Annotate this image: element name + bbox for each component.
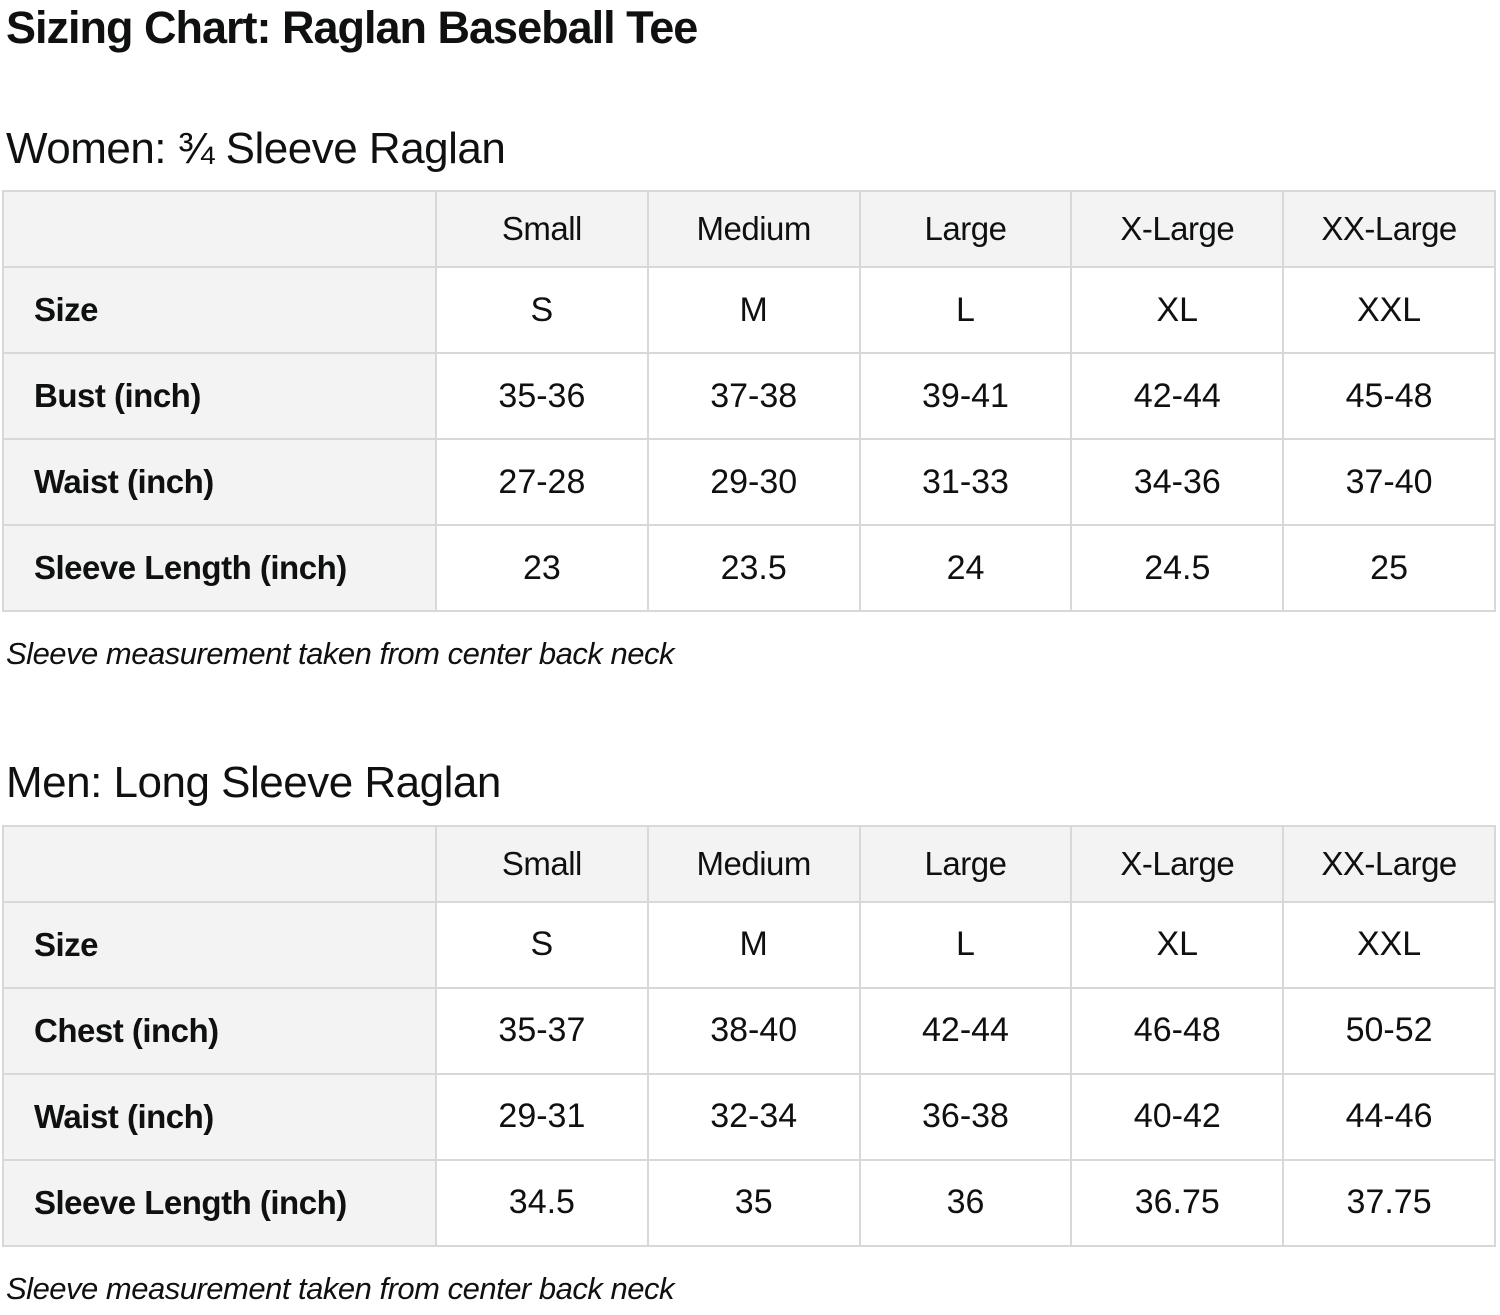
table-cell: 29-30 <box>646 438 861 527</box>
table-row: Waist (inch) 27-28 29-30 31-33 34-36 37-40 <box>2 438 1496 527</box>
table-cell: 40-42 <box>1070 1072 1285 1161</box>
row-label: Waist (inch) <box>2 1072 437 1161</box>
corner-cell <box>2 824 437 903</box>
table-cell: 42-44 <box>1070 352 1285 441</box>
table-cell: M <box>646 900 861 989</box>
table-cell: 34.5 <box>435 1158 649 1247</box>
table-cell: 29-31 <box>435 1072 649 1161</box>
column-header: Small <box>435 190 649 269</box>
table-cell: 36-38 <box>858 1072 1073 1161</box>
table-cell: 24 <box>858 524 1073 613</box>
table-cell: 37-38 <box>646 352 861 441</box>
row-label: Bust (inch) <box>2 352 437 441</box>
table-cell: 46-48 <box>1070 986 1285 1075</box>
row-label: Sleeve Length (inch) <box>2 524 437 613</box>
header-row: Small Medium Large X-Large XX-Large <box>2 824 1496 903</box>
row-label: Chest (inch) <box>2 986 437 1075</box>
table-cell: 44-46 <box>1282 1072 1496 1161</box>
table-row: Chest (inch) 35-37 38-40 42-44 46-48 50-52 <box>2 986 1496 1075</box>
women-sizing-table: Small Medium Large X-Large XX-Large Size S M L XL… <box>2 190 1496 613</box>
corner-cell <box>2 190 437 269</box>
table-cell: XL <box>1070 900 1285 989</box>
column-header: Small <box>435 824 649 903</box>
table-cell: 25 <box>1282 524 1496 613</box>
table-cell: 45-48 <box>1282 352 1496 441</box>
table-cell: 32-34 <box>646 1072 861 1161</box>
women-sleeve-note: Sleeve measurement taken from center bac… <box>6 636 674 672</box>
table-cell: 34-36 <box>1070 438 1285 527</box>
table-row: Waist (inch) 29-31 32-34 36-38 40-42 44-46 <box>2 1072 1496 1161</box>
section-women: Women: ¾ Sleeve Raglan Small Medium Large X… <box>0 124 1500 672</box>
table-cell: 23 <box>435 524 649 613</box>
table-cell: S <box>435 900 649 989</box>
table-cell: XL <box>1070 266 1285 355</box>
men-sizing-table: Small Medium Large X-Large XX-Large Size S M L XL… <box>2 824 1496 1247</box>
table-cell: 37-40 <box>1282 438 1496 527</box>
table-cell: 39-41 <box>858 352 1073 441</box>
table-cell: 23.5 <box>646 524 861 613</box>
table-cell: 38-40 <box>646 986 861 1075</box>
row-label: Waist (inch) <box>2 438 437 527</box>
table-cell: S <box>435 266 649 355</box>
table-cell: 36 <box>858 1158 1073 1247</box>
column-header: XX-Large <box>1282 824 1496 903</box>
column-header: X-Large <box>1070 190 1285 269</box>
table-cell: 50-52 <box>1282 986 1496 1075</box>
table-cell: 35 <box>646 1158 861 1247</box>
table-row: Bust (inch) 35-36 37-38 39-41 42-44 45-48 <box>2 352 1496 441</box>
men-sleeve-note: Sleeve measurement taken from center bac… <box>6 1270 674 1306</box>
column-header: XX-Large <box>1282 190 1496 269</box>
table-cell: L <box>858 900 1073 989</box>
page-title: Sizing Chart: Raglan Baseball Tee <box>6 2 698 53</box>
table-cell: 31-33 <box>858 438 1073 527</box>
women-section-heading: Women: ¾ Sleeve Raglan <box>6 123 506 173</box>
row-label: Sleeve Length (inch) <box>2 1158 437 1247</box>
column-header: Medium <box>646 824 861 903</box>
table-cell: XXL <box>1282 266 1496 355</box>
table-cell: 36.75 <box>1070 1158 1285 1247</box>
column-header: Large <box>858 190 1073 269</box>
column-header: Medium <box>646 190 861 269</box>
table-cell: 37.75 <box>1282 1158 1496 1247</box>
row-label: Size <box>2 266 437 355</box>
table-cell: M <box>646 266 861 355</box>
column-header: X-Large <box>1070 824 1285 903</box>
table-cell: 42-44 <box>858 986 1073 1075</box>
table-cell: XXL <box>1282 900 1496 989</box>
table-cell: 35-36 <box>435 352 649 441</box>
row-label: Size <box>2 900 437 989</box>
table-row: Sleeve Length (inch) 34.5 35 36 36.75 37.75 <box>2 1158 1496 1247</box>
header-row: Small Medium Large X-Large XX-Large <box>2 190 1496 269</box>
table-row: Size S M L XL XXL <box>2 266 1496 355</box>
table-cell: 27-28 <box>435 438 649 527</box>
table-cell: 35-37 <box>435 986 649 1075</box>
men-section-heading: Men: Long Sleeve Raglan <box>6 757 501 807</box>
table-cell: 24.5 <box>1070 524 1285 613</box>
section-men: Men: Long Sleeve Raglan Small Medium Large… <box>0 758 1500 1306</box>
table-row: Size S M L XL XXL <box>2 900 1496 989</box>
table-cell: L <box>858 266 1073 355</box>
column-header: Large <box>858 824 1073 903</box>
table-row: Sleeve Length (inch) 23 23.5 24 24.5 25 <box>2 524 1496 613</box>
